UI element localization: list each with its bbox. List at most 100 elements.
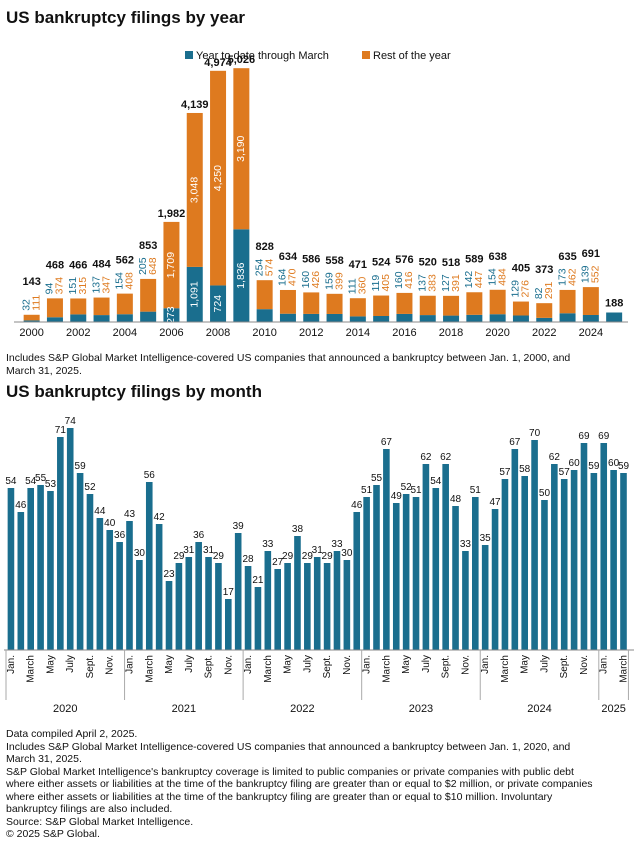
data-label-month: 31 bbox=[312, 545, 324, 556]
bar-month bbox=[47, 491, 54, 650]
bar-rest bbox=[489, 289, 506, 315]
data-label-ytd: 151 bbox=[67, 277, 79, 295]
data-label-ytd: 119 bbox=[370, 275, 382, 292]
data-label-rest: 383 bbox=[427, 274, 439, 292]
bar-ytd bbox=[46, 317, 63, 322]
data-label-ytd: 154 bbox=[114, 272, 126, 290]
data-label-rest: 3,048 bbox=[189, 177, 201, 203]
bar-ytd bbox=[559, 313, 576, 322]
data-label-month: 30 bbox=[341, 548, 353, 559]
data-label-rest: 447 bbox=[473, 271, 485, 289]
data-label-month: 51 bbox=[410, 485, 422, 496]
x-tick-month: March bbox=[500, 655, 511, 683]
bar-month bbox=[175, 563, 183, 650]
chart-title-yearly: US bankruptcy filings by year bbox=[6, 8, 246, 27]
compiled-note: Data compiled April 2, 2025. bbox=[6, 728, 138, 740]
x-tick-month: July bbox=[184, 655, 195, 673]
x-tick-label: 2014 bbox=[346, 327, 370, 339]
bar-rest bbox=[466, 292, 483, 315]
data-label-month: 47 bbox=[489, 497, 501, 508]
bar-month bbox=[7, 488, 15, 650]
x-tick-month: Jan. bbox=[362, 655, 373, 674]
bar-month bbox=[541, 500, 548, 650]
bar-month bbox=[422, 464, 430, 650]
data-label-month: 29 bbox=[213, 551, 225, 562]
x-tick-month: Jan. bbox=[480, 655, 491, 674]
x-tick-label: 2006 bbox=[159, 327, 183, 339]
bar-month bbox=[610, 470, 617, 650]
data-label-rest: 408 bbox=[124, 272, 136, 290]
footnotes: Data compiled April 2, 2025. Includes S&… bbox=[6, 728, 634, 841]
bar-rest bbox=[233, 68, 250, 230]
bar-month bbox=[294, 536, 301, 650]
data-label-ytd: 273 bbox=[165, 306, 177, 324]
bar-rest bbox=[210, 70, 227, 286]
bar-ytd bbox=[210, 285, 227, 322]
data-label-rest: 648 bbox=[147, 257, 159, 275]
data-label-month: 44 bbox=[94, 506, 106, 517]
data-label-rest: 405 bbox=[380, 274, 392, 292]
x-tick-month: Nov. bbox=[223, 655, 234, 675]
data-label-month: 54 bbox=[25, 476, 37, 487]
x-tick-month: Sept. bbox=[204, 655, 215, 678]
bar-rest bbox=[512, 301, 529, 316]
data-label-month: 30 bbox=[134, 548, 146, 559]
coverage-note-line-4: bankruptcy filings are also included. bbox=[6, 803, 173, 815]
data-label-rest: 574 bbox=[263, 259, 275, 277]
x-year-label: 2025 bbox=[601, 703, 625, 715]
data-label-rest: 391 bbox=[450, 274, 462, 292]
data-label-month: 69 bbox=[578, 431, 590, 442]
bar-rest bbox=[373, 295, 390, 316]
coverage-note-line-1: S&P Global Market Intelligence's bankrup… bbox=[6, 765, 574, 778]
data-label-month: 29 bbox=[282, 551, 294, 562]
bar-rest bbox=[279, 289, 296, 314]
x-tick-month: Jan. bbox=[599, 655, 610, 674]
data-label-month: 40 bbox=[104, 518, 116, 529]
data-label-total: 853 bbox=[139, 240, 157, 252]
bar-month bbox=[195, 542, 202, 650]
bar-ytd bbox=[536, 317, 553, 322]
data-label-rest: 4,250 bbox=[212, 165, 224, 191]
bar-month bbox=[37, 485, 44, 650]
bar-ytd bbox=[512, 315, 529, 322]
bar-month bbox=[442, 464, 449, 650]
data-label-month: 21 bbox=[252, 575, 264, 586]
bar-ytd bbox=[303, 313, 320, 322]
data-label-rest: 462 bbox=[566, 268, 578, 286]
bar-rest bbox=[536, 303, 553, 318]
data-label-total: 576 bbox=[395, 254, 413, 266]
data-label-ytd: 154 bbox=[486, 268, 498, 286]
data-label-month: 57 bbox=[499, 467, 511, 478]
data-label-ytd: 137 bbox=[90, 276, 102, 294]
data-label-month: 67 bbox=[381, 437, 393, 448]
bar-ytd bbox=[186, 266, 203, 322]
data-label-total: 405 bbox=[512, 263, 530, 275]
bar-month bbox=[570, 470, 578, 650]
data-label-month: 33 bbox=[331, 539, 343, 550]
bar-month bbox=[491, 509, 499, 650]
x-tick-label: 2016 bbox=[392, 327, 416, 339]
data-label-total: 188 bbox=[605, 298, 623, 310]
bar-month bbox=[383, 449, 390, 650]
bar-ytd bbox=[93, 315, 110, 322]
bar-month bbox=[501, 479, 509, 650]
monthly-bar-chart: 5446545553717459524440364330564223293136… bbox=[4, 416, 634, 715]
data-label-ytd: 32 bbox=[20, 299, 32, 311]
data-label-ytd: 160 bbox=[300, 271, 312, 289]
data-label-month: 57 bbox=[559, 467, 571, 478]
data-label-month: 60 bbox=[608, 458, 620, 469]
data-label-total: 5,026 bbox=[228, 54, 256, 66]
data-label-month: 33 bbox=[262, 539, 274, 550]
data-label-month: 49 bbox=[391, 491, 403, 502]
data-label-month: 43 bbox=[124, 509, 136, 520]
data-label-month: 60 bbox=[569, 458, 581, 469]
bar-month bbox=[76, 473, 84, 650]
data-label-total: 635 bbox=[558, 251, 576, 263]
x-tick-label: 2018 bbox=[439, 327, 463, 339]
x-tick-label: 2008 bbox=[206, 327, 230, 339]
monthly-note-line-1: Includes S&P Global Market Intelligence-… bbox=[6, 740, 571, 753]
bar-ytd bbox=[279, 313, 296, 322]
bar-month bbox=[86, 494, 94, 650]
x-tick-month: Nov. bbox=[579, 655, 590, 675]
data-label-rest: 347 bbox=[100, 276, 112, 294]
